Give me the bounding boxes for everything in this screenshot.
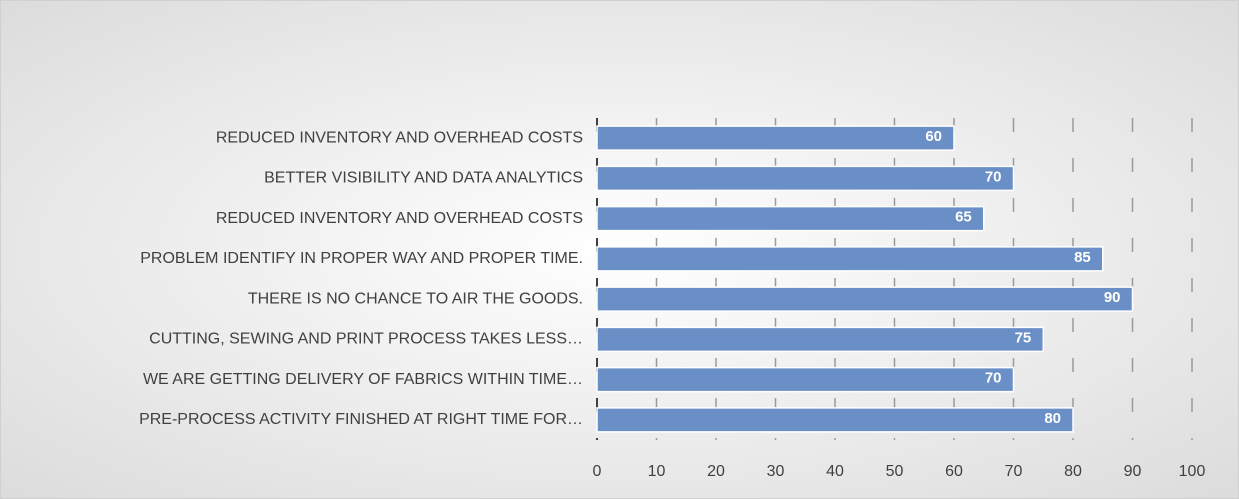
- x-tick-label: 10: [648, 463, 666, 480]
- x-tick-label: 80: [1064, 463, 1082, 480]
- y-tick-label: REDUCED INVENTORY AND OVERHEAD COSTS: [216, 210, 583, 227]
- data-label: 85: [1074, 249, 1091, 266]
- data-label: 75: [1015, 329, 1032, 346]
- data-label: 70: [985, 168, 1002, 185]
- x-tick-label: 100: [1179, 463, 1206, 480]
- data-label: 80: [1044, 410, 1061, 427]
- data-label: 60: [925, 128, 942, 145]
- x-tick-label: 40: [826, 463, 844, 480]
- y-tick-label: BETTER VISIBILITY AND DATA ANALYTICS: [264, 170, 583, 187]
- bar: [596, 125, 955, 151]
- bar: [596, 407, 1074, 433]
- y-tick-label: REDUCED INVENTORY AND OVERHEAD COSTS: [216, 129, 583, 146]
- bar: [596, 286, 1134, 312]
- y-tick-label: WE ARE GETTING DELIVERY OF FABRICS WITHI…: [143, 371, 583, 388]
- data-label: 70: [985, 370, 1002, 387]
- x-tick-label: 50: [886, 463, 904, 480]
- x-tick-label: 70: [1005, 463, 1023, 480]
- data-label: 90: [1104, 289, 1121, 306]
- x-tick-label: 90: [1124, 463, 1142, 480]
- x-tick-label: 60: [945, 463, 963, 480]
- y-tick-label: CUTTING, SEWING AND PRINT PROCESS TAKES …: [149, 331, 583, 348]
- x-tick-label: 0: [593, 463, 602, 480]
- bar: [596, 366, 1015, 393]
- x-tick-label: 20: [707, 463, 725, 480]
- bar: [596, 165, 1015, 192]
- bar: [596, 205, 985, 232]
- bar: [596, 246, 1104, 272]
- data-label: 65: [955, 209, 972, 226]
- x-tick-label: 30: [767, 463, 785, 480]
- y-tick-label: PROBLEM IDENTIFY IN PROPER WAY AND PROPE…: [140, 250, 583, 267]
- y-tick-label: THERE IS NO CHANCE TO AIR THE GOODS.: [248, 290, 583, 307]
- bar: [596, 326, 1044, 353]
- y-tick-label: PRE-PROCESS ACTIVITY FINISHED AT RIGHT T…: [139, 411, 583, 428]
